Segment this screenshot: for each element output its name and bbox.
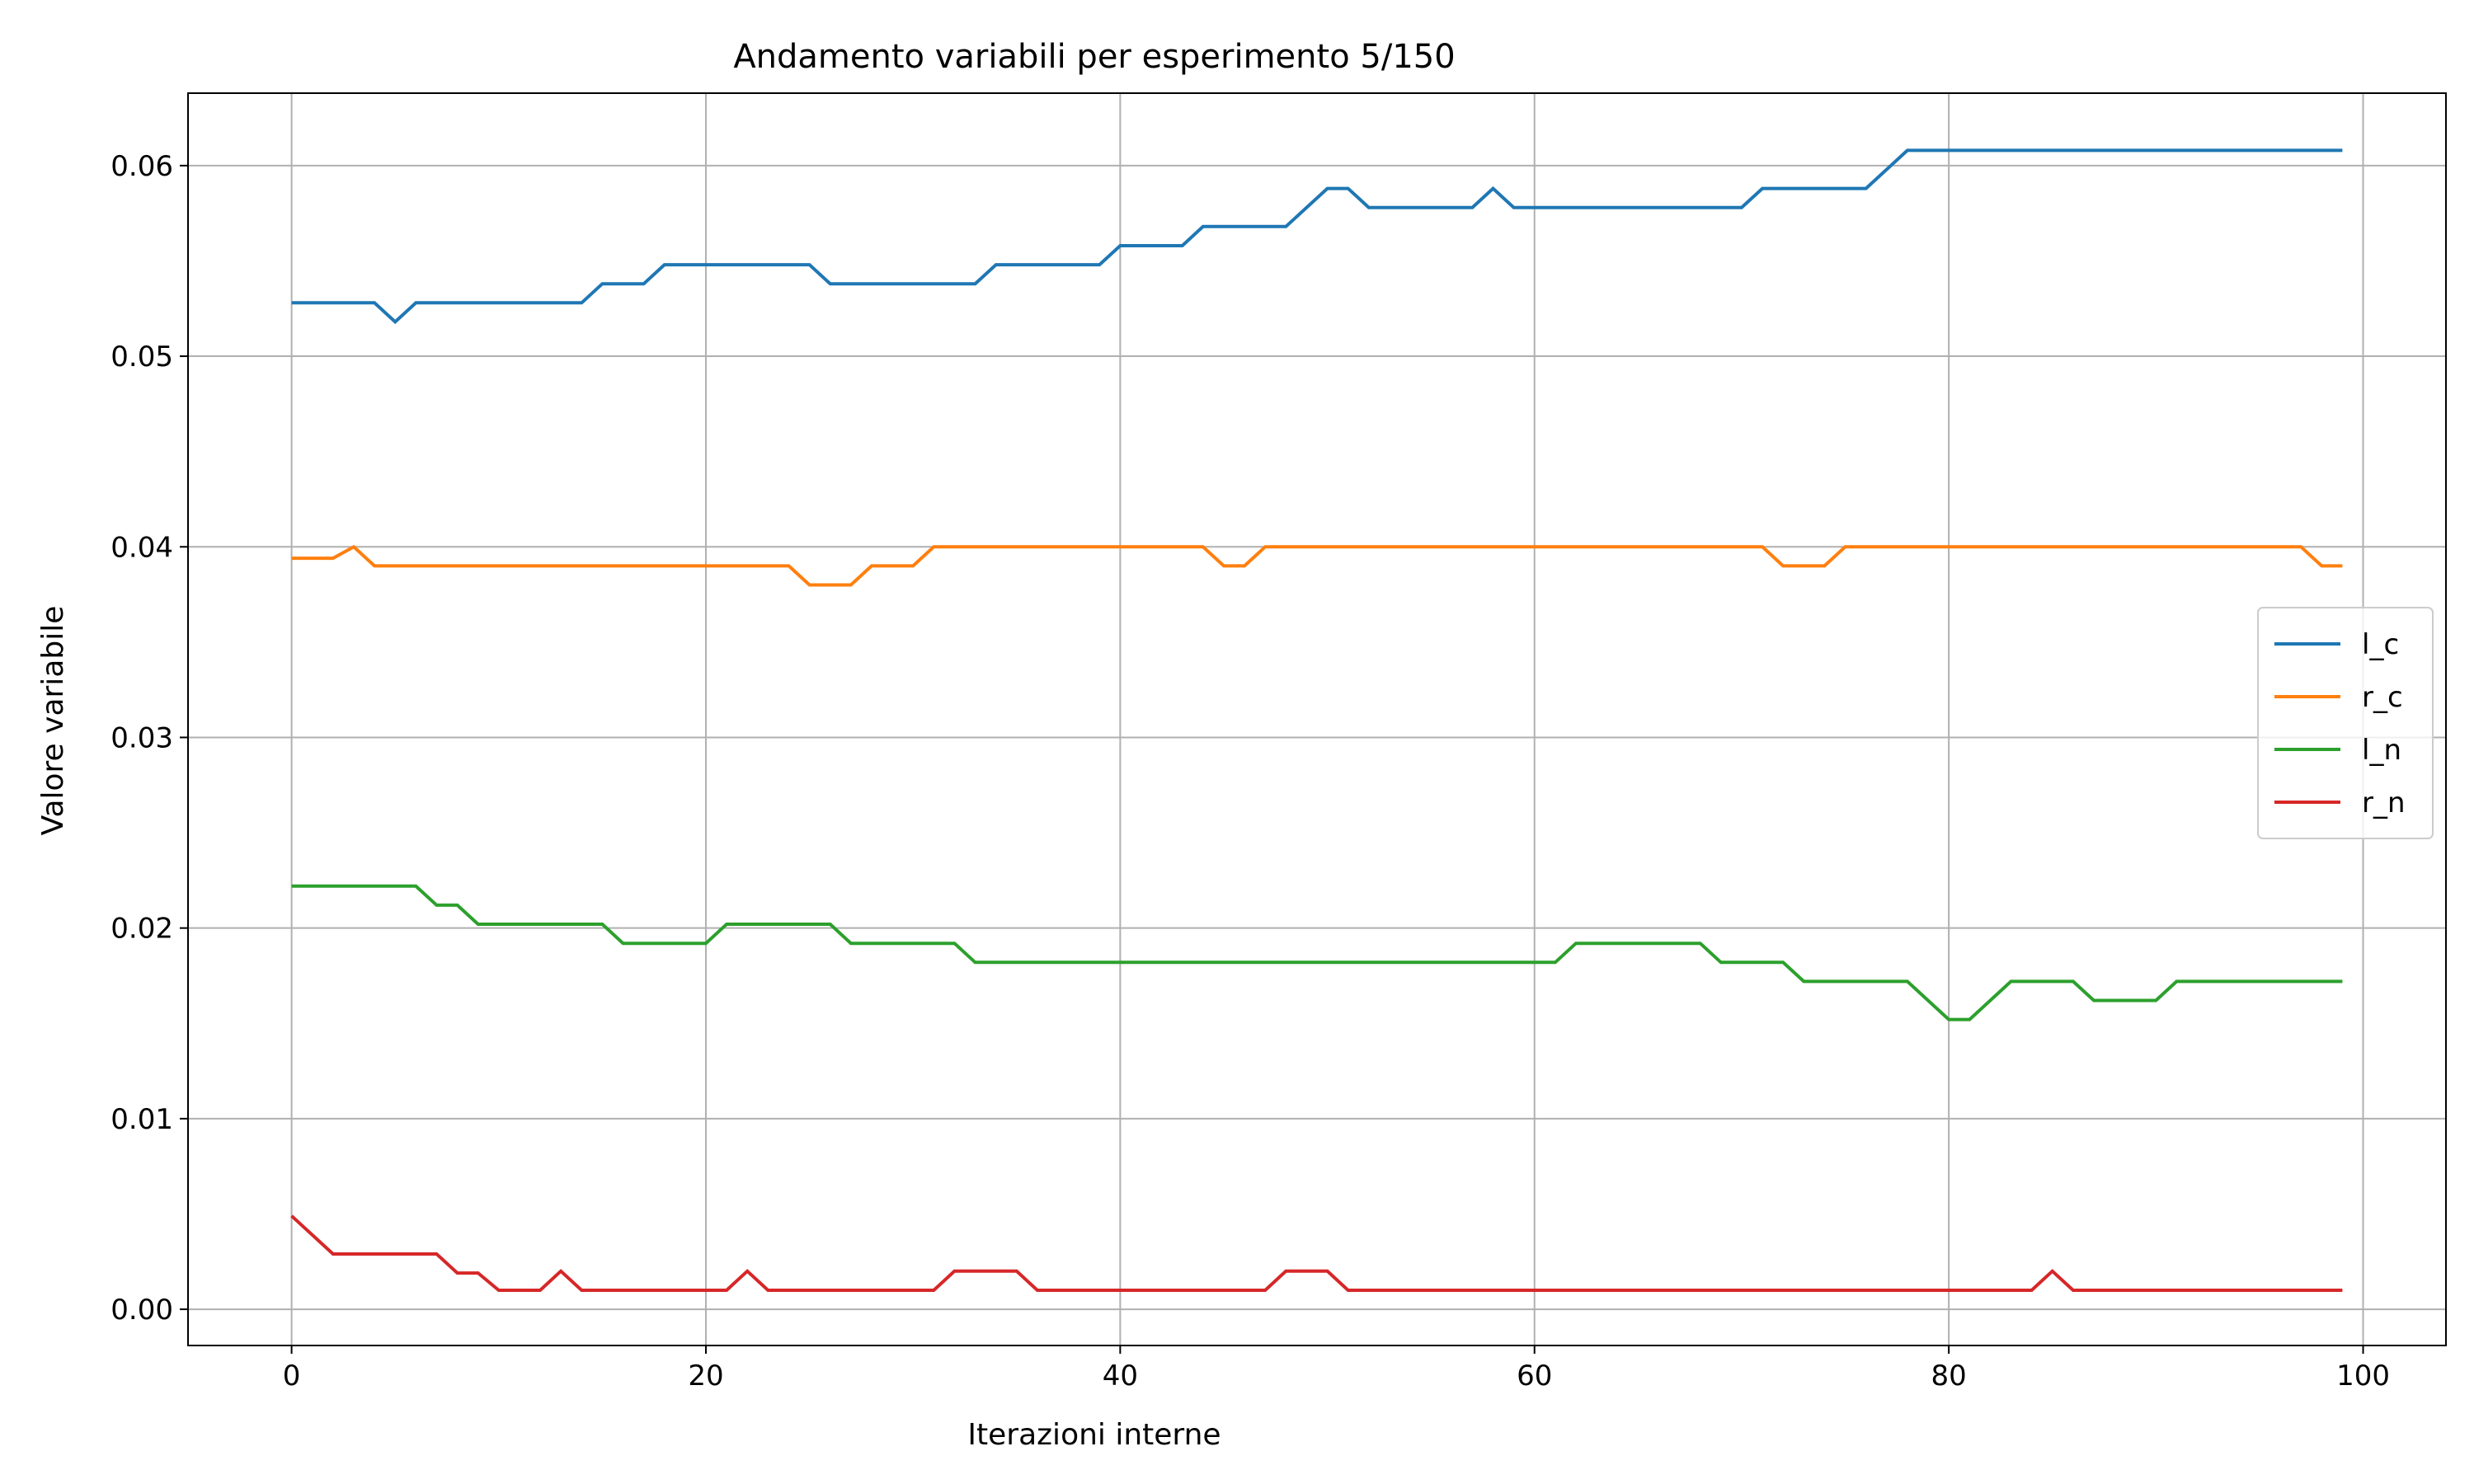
y-axis-ticks: 0.00 0.01 0.02 0.03 0.04 0.05 0.06 [111, 150, 188, 1327]
legend-label-l-c: l_c [2362, 628, 2399, 661]
y-tick-label: 0.02 [111, 913, 173, 946]
legend-label-r-c: r_c [2362, 681, 2403, 714]
y-tick-label: 0.00 [111, 1294, 173, 1327]
series-lines [290, 148, 2343, 1292]
series-line-r-c [291, 544, 2343, 587]
series-line-r-n [290, 1214, 2343, 1292]
y-tick-label: 0.04 [111, 531, 173, 564]
legend-label-l-n: l_n [2362, 734, 2401, 767]
y-tick-label: 0.05 [111, 340, 173, 373]
y-tick-label: 0.01 [111, 1103, 173, 1136]
x-tick-label: 20 [688, 1360, 723, 1392]
y-tick-label: 0.03 [111, 721, 173, 754]
series-line-l-n [291, 884, 2343, 1021]
chart-title: Andamento variabili per esperimento 5/15… [733, 38, 1455, 76]
x-tick-label: 0 [283, 1360, 301, 1392]
x-axis-label: Iterazioni interne [967, 1418, 1221, 1452]
legend-box [2257, 607, 2434, 839]
x-tick-label: 80 [1931, 1360, 1967, 1392]
x-axis-ticks: 0 20 40 60 80 100 [283, 1345, 2390, 1392]
y-tick-label: 0.06 [111, 150, 173, 183]
legend: l_c r_c l_n r_n [2257, 607, 2434, 839]
series-line-l-c [291, 148, 2343, 325]
plot-frame [187, 92, 2447, 1346]
y-axis-label: Valore variabile [36, 606, 70, 836]
legend-label-r-n: r_n [2362, 787, 2406, 819]
x-tick-label: 100 [2336, 1360, 2390, 1392]
x-tick-label: 60 [1517, 1360, 1552, 1392]
x-tick-label: 40 [1103, 1360, 1138, 1392]
